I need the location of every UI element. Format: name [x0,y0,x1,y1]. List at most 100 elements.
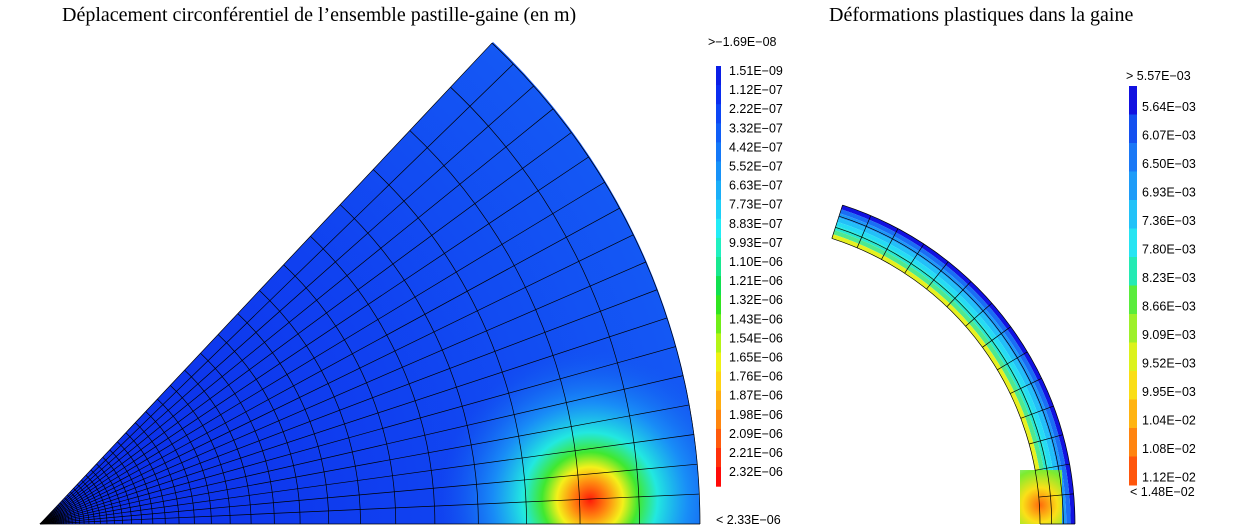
left-legend-label: 1.98E−06 [729,408,783,422]
left-panel-title: Déplacement circonférentiel de l’ensembl… [62,4,577,26]
left-legend-swatch [716,371,721,392]
left-mesh-ray [39,108,554,525]
left-legend-label: 1.51E−09 [729,64,783,78]
right-mesh-arc [842,204,1076,525]
left-legend-label: 2.09E−06 [729,427,783,441]
left-mesh-ray [39,181,605,525]
left-legend-swatch [716,295,721,315]
right-legend-swatch [1129,428,1137,457]
left-legend: >−1.69E−08 1.51E−09 1.12E−07 2.22E−07 3.32E… [708,35,783,527]
right-legend-swatch [1129,285,1137,315]
left-mesh-grid [39,42,701,525]
right-legend-swatch [1129,200,1137,229]
left-legend-swatch [716,66,721,86]
left-legend-swatch [716,314,721,334]
right-legend-label: 1.04E−02 [1142,414,1196,428]
right-legend-label: 9.52E−03 [1142,357,1196,371]
right-legend-swatch [1129,228,1137,258]
right-legend-label: 7.36E−03 [1142,214,1196,228]
left-mesh-ray [39,207,620,525]
right-legend-swatch [1129,342,1137,372]
left-legend-swatch [716,428,721,449]
left-legend-swatch [716,85,721,105]
left-legend-label: 1.65E−06 [729,351,783,365]
left-legend-swatch [716,276,721,296]
left-legend-label: 1.21E−06 [729,274,783,288]
right-legend-label: 9.09E−03 [1142,328,1196,342]
right-mesh-arc [831,238,1041,525]
left-legend-swatch [716,180,721,201]
left-mesh-ray [39,404,690,525]
left-legend-swatch [716,161,721,182]
right-mesh-ray [997,351,1028,371]
right-legend-label: 5.64E−03 [1142,100,1196,114]
left-legend-swatch [716,333,721,353]
left-mesh-ray [39,156,589,525]
left-legend-label: 2.32E−06 [729,465,783,479]
left-mesh-plot [39,42,701,525]
left-mesh-ray [39,85,534,525]
left-legend-label: 1.10E−06 [729,255,783,269]
left-mesh-ray [39,63,514,525]
left-mesh-ray [39,42,493,525]
left-mesh-ray [39,261,646,525]
right-legend: > 5.57E−03 5.64E−03 6.07E−03 6.50E−03 6.93E… [1126,69,1196,499]
left-legend-label: 8.83E−07 [729,217,783,231]
right-legend-swatch [1129,456,1137,486]
right-mesh-ray [965,302,993,327]
left-legend-swatch [716,218,721,239]
left-legend-label: 2.21E−06 [729,446,783,460]
right-legend-swatch [1129,114,1137,144]
right-legend-over-label: > 5.57E−03 [1126,69,1191,83]
left-legend-swatch [716,237,721,258]
right-mesh-ray [1038,493,1074,498]
right-legend-label: 8.23E−03 [1142,271,1196,285]
right-mesh-ray [904,243,925,274]
right-mesh-ray [1035,463,1070,471]
right-mesh-plot [831,204,1076,525]
right-legend-label: 1.12E−02 [1142,471,1196,485]
right-legend-label: 7.80E−03 [1142,243,1196,257]
left-legend-over-label: >−1.69E−08 [708,35,777,49]
left-legend-swatch [716,448,721,468]
right-mesh-ray [881,228,899,260]
right-mesh-ray [926,261,949,290]
right-mesh-ray [946,281,972,307]
right-legend-swatch [1129,171,1137,201]
right-mesh-ray [982,326,1011,348]
right-panel-title: Déformations plastiques dans la gaine [829,4,1134,26]
left-mesh-ray [39,132,572,525]
right-legend-swatch [1129,371,1137,400]
right-legend-swatch [1129,86,1137,115]
left-legend-label: 4.42E−07 [729,140,783,154]
left-legend-label: 1.43E−06 [729,312,783,326]
right-legend-under-label: < 1.48E−02 [1130,485,1195,499]
right-mesh-ray [1020,405,1054,419]
left-legend-swatch [716,467,721,487]
right-mesh-ray [1009,378,1042,394]
left-legend-label: 1.87E−06 [729,389,783,403]
left-legend-label: 5.52E−07 [729,160,783,174]
left-mesh-ray [39,289,658,525]
left-legend-label: 2.22E−07 [729,102,783,116]
left-legend-swatch [716,199,721,220]
left-mesh-ray [39,375,684,525]
left-legend-label: 9.93E−07 [729,236,783,250]
right-legend-label: 8.66E−03 [1142,300,1196,314]
left-mesh-ray [39,463,698,525]
left-mesh-ray [39,234,634,525]
left-legend-swatch [716,257,721,277]
right-legend-colorbar: 5.64E−03 6.07E−03 6.50E−03 6.93E−03 7.36E−03… [1129,86,1196,486]
right-legend-label: 6.07E−03 [1142,129,1196,143]
left-legend-swatch [716,390,721,411]
left-legend-label: 1.54E−06 [729,331,783,345]
left-legend-swatch [716,409,721,430]
left-legend-label: 3.32E−07 [729,121,783,135]
left-legend-swatch [716,123,721,143]
left-legend-swatch [716,352,721,373]
right-legend-label: 9.95E−03 [1142,385,1196,399]
left-legend-label: 1.32E−06 [729,293,783,307]
right-legend-swatch [1129,143,1137,172]
left-legend-label: 6.63E−07 [729,179,783,193]
left-mesh-ray [39,493,700,525]
